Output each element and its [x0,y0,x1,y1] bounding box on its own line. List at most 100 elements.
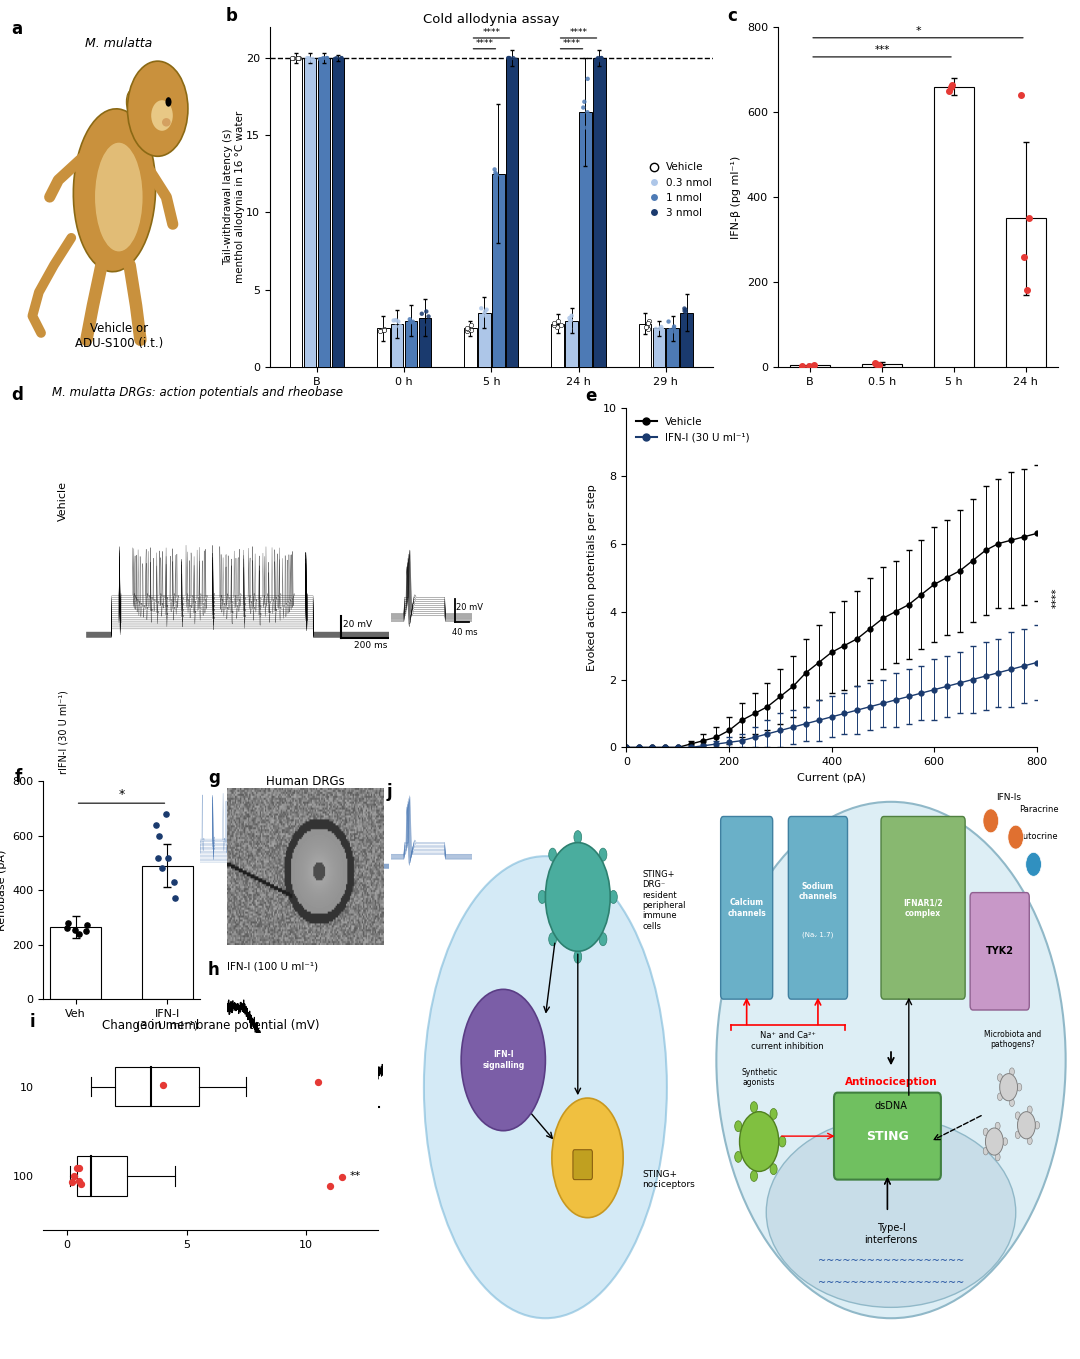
Point [291,48,308,69]
Bar [143,866,192,999]
Circle shape [998,1074,1002,1082]
Point [867,353,885,375]
Point [651,318,669,340]
Text: 1 mV: 1 mV [355,1084,377,1093]
Point [284,48,301,69]
Point [1021,208,1038,230]
Point [473,298,490,319]
FancyBboxPatch shape [788,817,848,999]
Point [561,307,578,329]
Point [153,858,171,879]
Point [652,317,670,338]
Point [305,48,322,69]
Point [288,48,306,69]
Text: Synthetic
agonists: Synthetic agonists [741,1068,778,1087]
Point [1017,280,1035,302]
Text: Sodium
channels: Sodium channels [798,882,837,901]
Point [387,315,404,337]
Circle shape [770,1109,778,1120]
Point [458,317,475,338]
Ellipse shape [423,856,667,1318]
Circle shape [1002,1137,1008,1146]
Circle shape [127,61,188,156]
Bar [332,58,345,367]
Point [373,319,390,341]
Text: ****: **** [569,29,588,37]
Text: f: f [15,768,23,787]
Point [549,317,566,338]
Point [487,163,504,185]
Ellipse shape [73,109,156,272]
Bar [405,321,417,367]
Point [664,321,681,342]
Point [590,48,607,69]
Point [866,352,883,374]
Point [326,49,343,71]
Point [475,303,492,325]
Text: *: * [119,788,124,800]
Point [653,319,671,341]
Text: d: d [11,386,23,404]
Point [638,317,656,338]
Point [1016,246,1034,268]
Point [79,915,96,936]
Text: rIFN-I (30 U ml⁻¹): rIFN-I (30 U ml⁻¹) [58,690,68,775]
Title: Human DRGs: Human DRGs [266,775,345,788]
Text: 200 ms: 200 ms [353,641,387,651]
Text: IFN-Is: IFN-Is [996,792,1021,802]
Y-axis label: Evoked action potentials per step: Evoked action potentials per step [588,484,597,671]
Text: Vehicle or
ADU-S100 (i.t.): Vehicle or ADU-S100 (i.t.) [75,322,163,351]
Text: Microbiota and
pathogens?: Microbiota and pathogens? [984,1030,1041,1049]
Circle shape [995,1154,1000,1161]
Point [1012,84,1029,106]
Point [494,196,511,217]
FancyBboxPatch shape [573,1150,592,1180]
Text: STING: STING [866,1129,908,1143]
Circle shape [599,932,607,946]
Point [401,308,418,330]
Point [402,311,419,333]
Point [420,313,437,334]
Point [944,73,961,95]
Text: STING+
nociceptors: STING+ nociceptors [643,1170,696,1189]
Text: ****: **** [563,39,581,48]
Point [677,302,694,323]
Point [392,315,409,337]
Point [415,314,432,336]
Point [70,1157,87,1178]
Point [462,319,480,341]
Ellipse shape [162,118,171,126]
Circle shape [995,1123,1000,1129]
Bar [638,323,651,367]
Bar [652,329,665,367]
Point [593,48,610,69]
Point [677,299,694,321]
Text: TYK2: TYK2 [986,946,1014,957]
Point [302,50,320,72]
Point [77,920,94,942]
Circle shape [985,1128,1003,1155]
FancyBboxPatch shape [881,817,966,999]
Circle shape [1035,1121,1040,1129]
Text: IFN-I (100 U ml⁻¹): IFN-I (100 U ml⁻¹) [227,961,318,972]
Bar [492,174,504,367]
Point [478,299,496,321]
Point [549,311,566,333]
Bar [791,364,829,367]
Text: ~~~~~~~~~~~~~~~~~~: ~~~~~~~~~~~~~~~~~~ [818,1256,964,1267]
Bar [464,329,476,367]
Circle shape [734,1151,742,1162]
Legend: Vehicle, IFN-I (30 U ml⁻¹): Vehicle, IFN-I (30 U ml⁻¹) [632,413,754,447]
Point [487,162,504,183]
Point [665,315,683,337]
Point [562,310,579,332]
Point [300,48,318,69]
Ellipse shape [151,101,173,130]
Point [165,871,183,893]
Text: ~~~~~~~~~~~~~~~~~~: ~~~~~~~~~~~~~~~~~~ [818,1277,964,1288]
Circle shape [751,1102,757,1113]
Text: Vehicle: Vehicle [58,481,68,520]
Point [376,319,393,341]
Point [593,48,610,69]
Point [147,814,164,836]
